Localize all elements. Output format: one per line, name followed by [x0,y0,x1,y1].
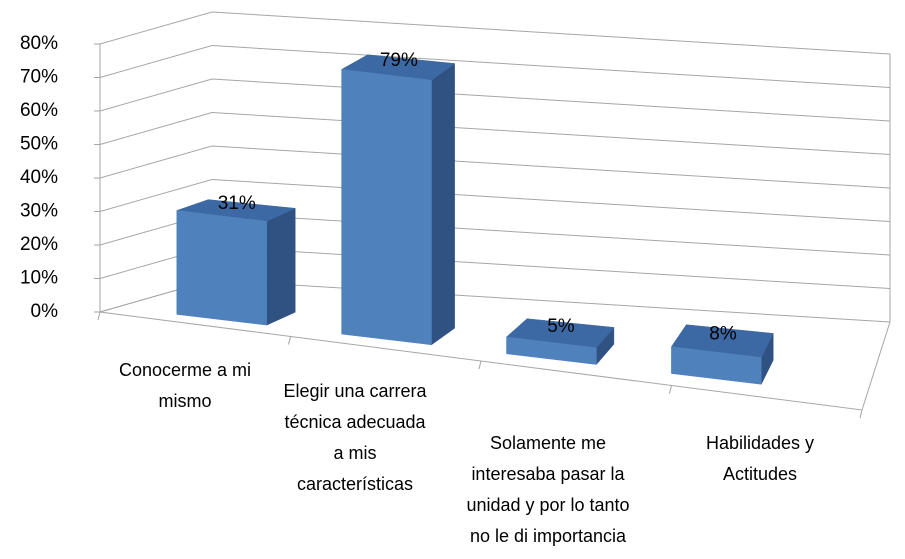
x-tick-label: Conocerme a mi mismo [118,360,252,411]
y-tick-label: 70% [20,67,58,88]
bar [506,336,597,365]
y-tick-label: 30% [20,201,58,222]
value-label: 5% [547,316,575,337]
grid-line [99,11,891,55]
grid-line [99,44,891,88]
bar-side [431,63,455,346]
grid-line [99,178,891,222]
value-label: 31% [218,193,256,214]
value-label: 8% [709,324,737,345]
bar [341,69,432,346]
bar-side [266,207,296,326]
y-tick-label: 60% [20,100,58,121]
y-tick-label: 20% [20,234,58,255]
x-tick-label: Elegir una carrera técnica adecuada a mi… [283,381,427,494]
bar [176,210,267,326]
grid-line [99,145,891,189]
y-tick-label: 0% [31,301,59,322]
x-tick [859,409,863,419]
y-tick-label: 40% [20,167,58,188]
y-tick-label: 80% [20,33,58,54]
x-tick [97,311,101,321]
x-tick [669,385,672,394]
y-tick-label: 10% [20,268,58,289]
x-tick-label: Habilidades y Actitudes [705,433,815,484]
bar [671,346,762,385]
y-tick-label: 50% [20,134,58,155]
grid-line [99,111,891,155]
x-tick [478,360,482,370]
x-tick-label: Solamente me interesaba pasar la unidad … [466,433,630,546]
x-tick [288,336,291,345]
value-label: 79% [380,50,418,71]
grid-line [99,78,891,122]
